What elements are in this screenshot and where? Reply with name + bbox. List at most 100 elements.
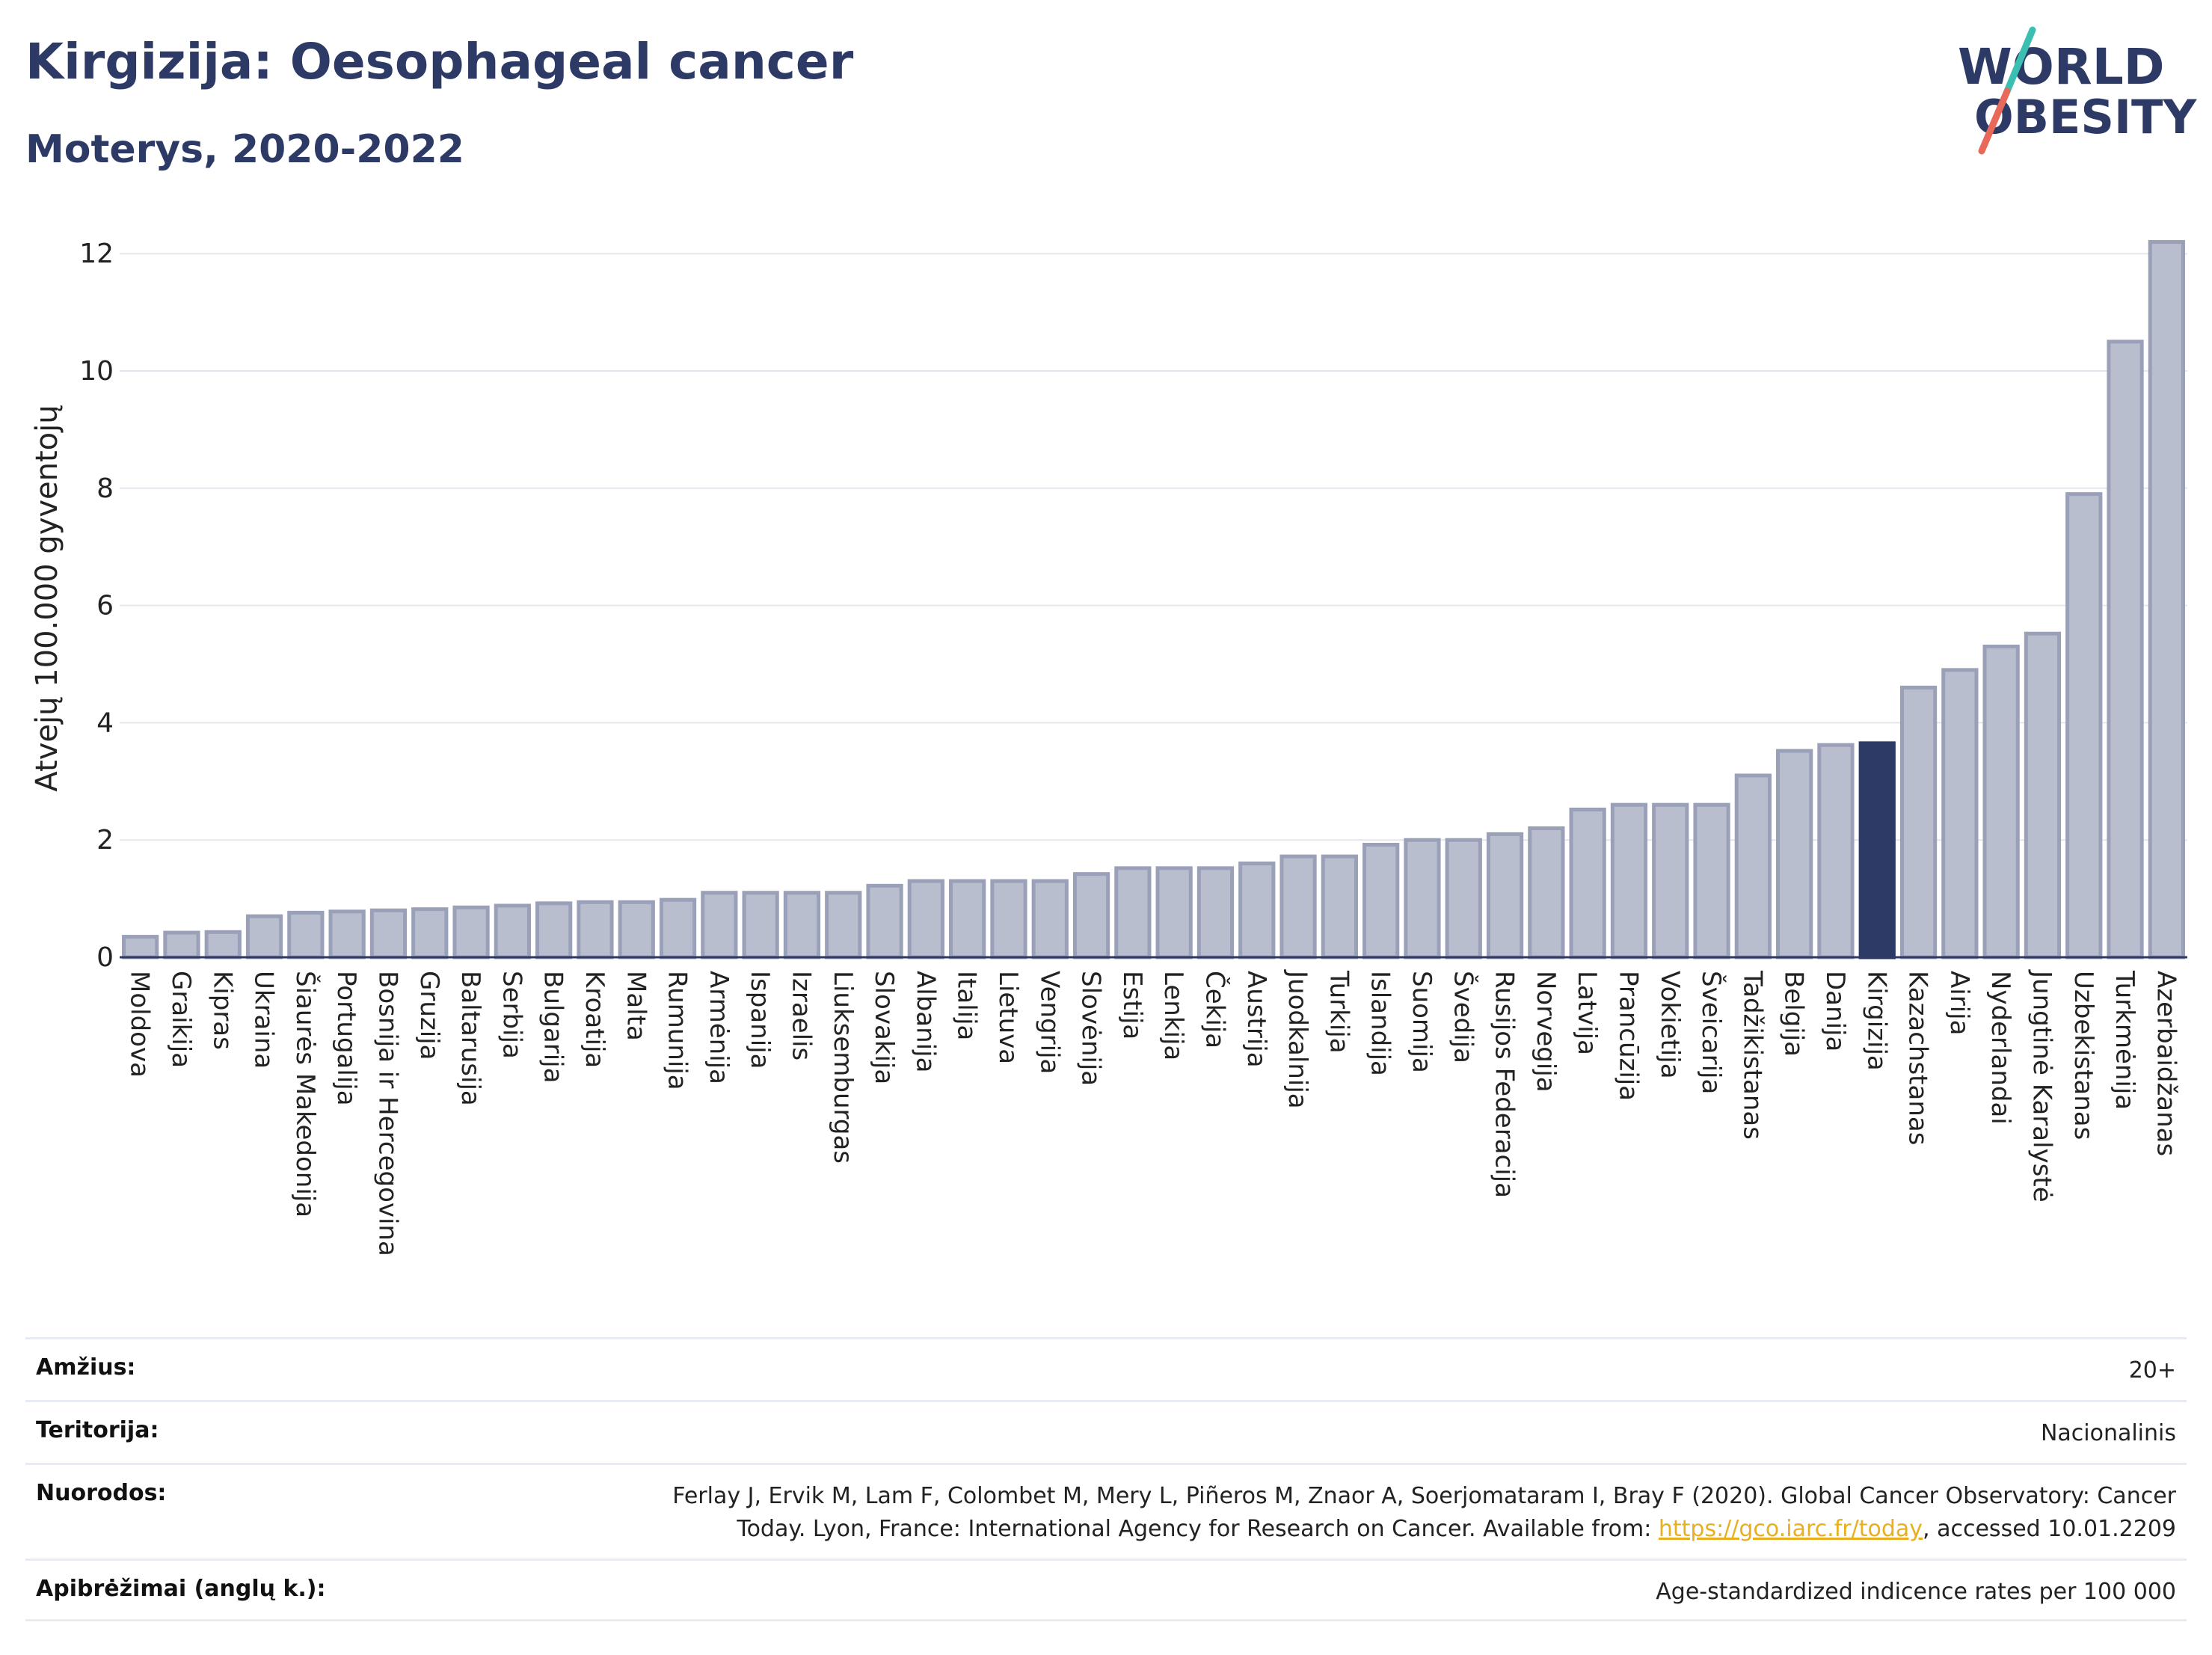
info-table: Amžius: 20+ Teritorija: Nacionalinis Nuorodo… — [25, 1337, 2187, 1621]
bar — [2107, 340, 2144, 959]
x-tick-label: Čekija — [1199, 971, 1230, 1048]
bar — [1486, 832, 1524, 959]
bar — [1610, 802, 1648, 959]
y-tick-label: 2 — [96, 825, 114, 856]
bar — [1321, 854, 1358, 959]
bar — [949, 879, 986, 959]
y-tick-label: 10 — [79, 356, 114, 387]
x-tick-label: Baltarusija — [455, 971, 485, 1106]
bar — [287, 910, 325, 959]
bar — [535, 901, 573, 959]
x-tick-label: Airija — [1944, 971, 1974, 1035]
bar — [618, 900, 655, 959]
info-row: Apibrėžimai (anglų k.): Age-standardized … — [25, 1559, 2187, 1621]
x-tick-label: Belgija — [1779, 971, 1809, 1057]
x-tick-label: Ispanija — [745, 971, 775, 1069]
x-tick-label: Latvija — [1572, 971, 1602, 1055]
x-tick-label: Turkija — [1324, 970, 1354, 1054]
bar — [1238, 862, 1276, 959]
info-value: Ferlay J, Ervik M, Lam F, Colombet M, Me… — [672, 1483, 2176, 1542]
bar — [494, 903, 531, 959]
x-tick-label: Kazachstanas — [1903, 971, 1933, 1145]
y-tick-label: 6 — [96, 591, 114, 621]
bars — [122, 240, 2185, 959]
bar — [2024, 631, 2062, 959]
world-obesity-logo: WORLD OBESITY — [1958, 26, 2197, 155]
x-tick-label: Albanija — [910, 971, 940, 1072]
logo-text-world: WORLD — [1958, 38, 2165, 96]
bar — [1817, 743, 1855, 959]
bar — [163, 930, 200, 959]
bar — [1114, 866, 1152, 959]
x-tick-label: Kipras — [207, 971, 237, 1050]
bar — [701, 891, 738, 959]
bar — [2065, 492, 2103, 959]
info-value: Age-standardized indicence rates per 100… — [1656, 1579, 2176, 1605]
reference-link[interactable]: https://gco.iarc.fr/today — [1658, 1516, 1923, 1542]
bar — [1155, 866, 1193, 959]
bar — [1982, 644, 2020, 959]
x-tick-label: Serbija — [497, 971, 526, 1059]
info-key: Amžius: — [36, 1354, 136, 1381]
bar — [1196, 866, 1235, 959]
x-tick-label: Uzbekistanas — [2068, 971, 2098, 1140]
bar — [742, 891, 779, 959]
x-tick-label: Vengrija — [1034, 971, 1064, 1074]
x-tick-label: Austrija — [1241, 971, 1271, 1068]
bar — [1445, 838, 1482, 959]
x-tick-label: Švedija — [1448, 971, 1478, 1063]
info-row: Amžius: 20+ — [25, 1337, 2187, 1400]
x-tick-label: Rusijos Federacija — [1490, 971, 1520, 1198]
x-tick-label: Suomija — [1407, 971, 1437, 1073]
logo-slash-coral — [1978, 87, 2011, 155]
x-tick-label: Norvegija — [1531, 971, 1561, 1093]
x-tick-label: Gruzija — [414, 971, 444, 1060]
x-tick-label: Liuksemburgas — [828, 971, 858, 1164]
bar — [990, 879, 1027, 959]
x-tick-label: Turkmėnija — [2110, 970, 2139, 1110]
x-tick-label: Lenkija — [1158, 971, 1188, 1060]
bar — [328, 909, 366, 959]
logo-slash-teal — [2003, 26, 2036, 95]
x-tick-label: Ukraina — [249, 971, 279, 1069]
x-tick-label: Jungtinė Karalystė — [2027, 969, 2056, 1203]
bar — [907, 879, 944, 959]
bar — [825, 891, 862, 959]
bar — [1528, 826, 1565, 959]
x-tick-label: Prancūzija — [1613, 971, 1643, 1101]
info-key: Apibrėžimai (anglų k.): — [36, 1576, 326, 1602]
bar — [1569, 807, 1606, 959]
x-tick-label: Juodkalnija — [1282, 969, 1312, 1109]
x-tick-label: Kroatija — [580, 971, 609, 1068]
x-tick-label: Rumunija — [663, 971, 692, 1090]
bar — [452, 905, 490, 959]
info-row: Teritorija: Nacionalinis — [25, 1400, 2187, 1463]
bar — [1279, 854, 1317, 959]
bar-highlight — [1858, 741, 1896, 959]
x-tick-label: Malta — [621, 971, 651, 1041]
bar — [1899, 685, 1938, 959]
x-tick-label: Šveicarija — [1696, 971, 1727, 1094]
x-tick-label: Lietuva — [993, 971, 1023, 1064]
chart-subtitle: Moterys, 2020-2022 — [25, 127, 464, 172]
bar — [1693, 802, 1730, 959]
x-tick-label: Tadžikistanas — [1737, 970, 1767, 1140]
x-tick-label: Islandija — [1365, 971, 1395, 1076]
x-tick-label: Slovėnija — [1076, 971, 1106, 1086]
bar — [1362, 842, 1400, 959]
bar — [369, 908, 408, 959]
bar — [245, 914, 283, 959]
x-tick-label: Danija — [1820, 971, 1850, 1051]
bar — [2148, 240, 2185, 959]
x-tick-label: Estija — [1117, 971, 1147, 1040]
y-tick-label: 0 — [96, 942, 114, 973]
bar — [577, 900, 614, 959]
bar — [1072, 872, 1110, 959]
info-value: Nacionalinis — [2040, 1420, 2176, 1446]
bar — [1031, 879, 1069, 959]
info-key: Nuorodos: — [36, 1480, 167, 1506]
info-value: 20+ — [2128, 1357, 2176, 1384]
logo-text-obesity: OBESITY — [1974, 90, 2197, 144]
y-tick-label: 12 — [79, 239, 114, 269]
info-row: Nuorodos: Ferlay J, Ervik M, Lam F, Colom… — [25, 1463, 2187, 1559]
